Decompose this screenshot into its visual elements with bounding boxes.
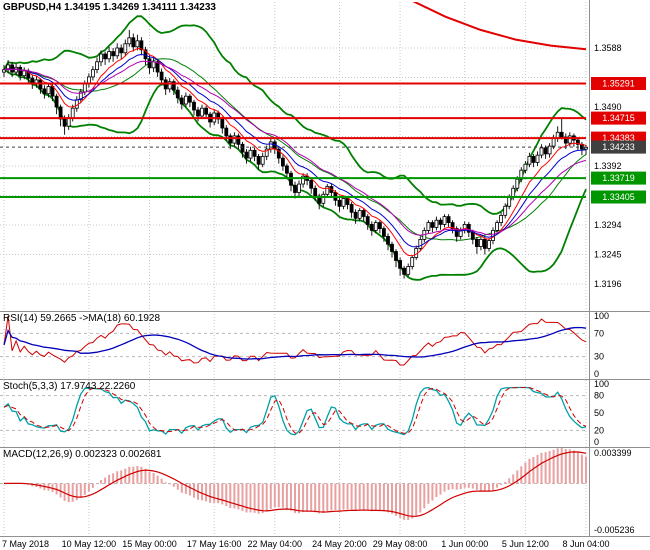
price-tick-label: 1.3245 bbox=[594, 249, 622, 259]
stoch-tick: 0 bbox=[594, 437, 599, 447]
price-level-badge-text: 1.34383 bbox=[602, 133, 635, 143]
time-tick-label: 1 Jun 00:00 bbox=[441, 539, 488, 549]
price-level-badge-text: 1.34233 bbox=[602, 142, 635, 152]
price-tick-label: 1.3294 bbox=[594, 220, 622, 230]
rsi-tick: 0 bbox=[594, 369, 599, 379]
stoch-tick: 100 bbox=[594, 379, 609, 389]
macd-tick: 0.003399 bbox=[594, 448, 632, 458]
price-axis[interactable]: 1.3588 1.3490 1.3392 1.3294 1.3245 1.3196 1.35… bbox=[591, 43, 646, 289]
time-tick-label: 24 May 20:00 bbox=[312, 539, 367, 549]
rsi-lines bbox=[3, 315, 587, 366]
rsi-tick: 100 bbox=[594, 311, 609, 321]
rsi-levels bbox=[0, 332, 586, 358]
price-level-badge-text: 1.34715 bbox=[602, 113, 635, 123]
stoch-tick: 20 bbox=[594, 425, 604, 435]
price-tick-label: 1.3588 bbox=[594, 43, 622, 53]
stoch-lines bbox=[3, 386, 587, 436]
price-level-badge[interactable] bbox=[591, 77, 646, 90]
time-axis[interactable]: 7 May 2018 10 May 12:00 15 May 00:00 17 May… bbox=[2, 539, 610, 549]
panel-separators bbox=[0, 0, 650, 537]
time-tick-label: 15 May 00:00 bbox=[122, 539, 177, 549]
macd-tick: -0.005236 bbox=[594, 525, 635, 535]
time-tick-label: 5 Jun 12:00 bbox=[502, 539, 549, 549]
time-tick-label: 17 May 16:00 bbox=[187, 539, 242, 549]
long-ma-line bbox=[412, 2, 587, 51]
rsi-tick: 70 bbox=[594, 328, 604, 338]
price-level-badge-text: 1.33719 bbox=[602, 173, 635, 183]
price-tick-label: 1.3196 bbox=[594, 279, 622, 289]
stoch-tick: 50 bbox=[594, 408, 604, 418]
macd-histogram bbox=[3, 448, 587, 520]
price-levels[interactable] bbox=[0, 82, 586, 198]
price-level-badge-text: 1.33405 bbox=[602, 192, 635, 202]
stoch-tick: 80 bbox=[594, 391, 604, 401]
rsi-tick: 30 bbox=[594, 352, 604, 362]
time-tick-label: 7 May 2018 bbox=[2, 539, 49, 549]
stoch-levels bbox=[0, 395, 586, 431]
time-tick-label: 10 May 12:00 bbox=[62, 539, 117, 549]
price-level-badge[interactable] bbox=[591, 140, 646, 154]
price-tick-label: 1.3392 bbox=[594, 161, 622, 171]
price-level-badge-text: 1.35291 bbox=[602, 78, 635, 88]
time-tick-label: 22 May 04:00 bbox=[248, 539, 303, 549]
price-level-badge[interactable] bbox=[591, 171, 646, 185]
price-level-badge[interactable] bbox=[591, 190, 646, 204]
price-level-badge[interactable] bbox=[591, 111, 646, 125]
price-tick-label: 1.3490 bbox=[594, 102, 622, 112]
time-tick-label: 29 May 08:00 bbox=[373, 539, 428, 549]
time-tick-label: 8 Jun 04:00 bbox=[562, 539, 609, 549]
